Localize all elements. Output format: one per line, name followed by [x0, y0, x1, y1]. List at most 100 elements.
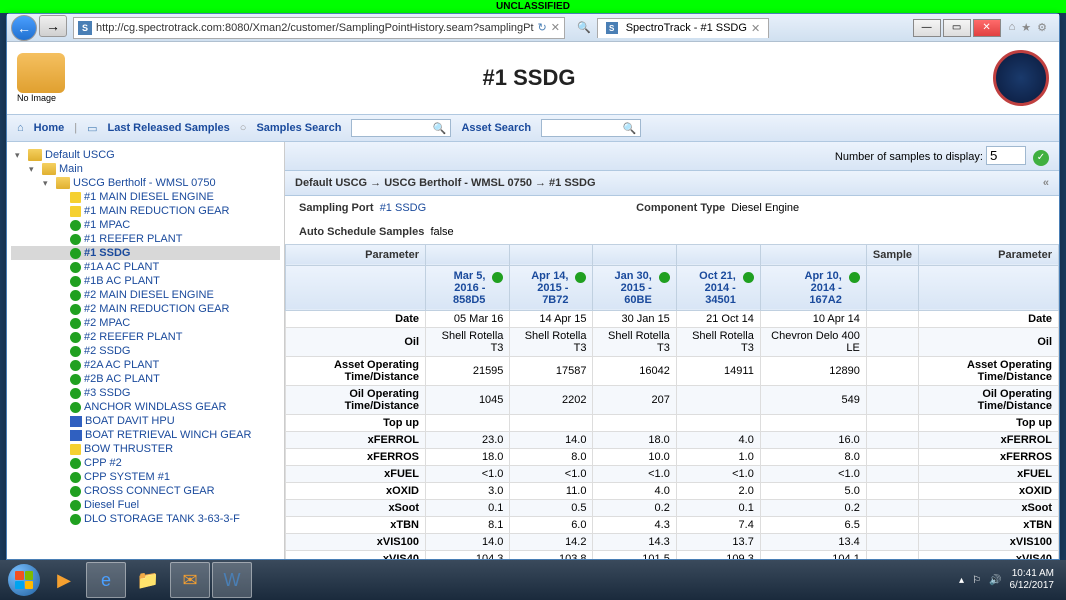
tree-main[interactable]: ▾Main — [11, 162, 280, 176]
td-param: Date — [286, 310, 426, 327]
nav-back-button[interactable]: ← — [11, 15, 37, 41]
tree-item-label: #1 REEFER PLANT — [84, 233, 182, 245]
samples-search-input[interactable]: 🔍 — [351, 119, 451, 137]
last-released-link[interactable]: Last Released Samples — [107, 122, 229, 134]
status-green-icon — [575, 272, 586, 283]
tree-item[interactable]: #3 SSDG — [11, 386, 280, 400]
td-value: 10.0 — [593, 448, 676, 465]
browser-tab[interactable]: S SpectroTrack - #1 SSDG ✕ — [597, 18, 769, 38]
tree-root[interactable]: ▾Default USCG — [11, 148, 280, 162]
th-date-column[interactable]: Apr 14,2015 -7B72 — [510, 265, 593, 310]
favorite-icon[interactable]: ★ — [1021, 21, 1031, 34]
word-icon[interactable]: W — [212, 562, 252, 598]
td-value: 3.0 — [426, 482, 510, 499]
explorer-icon[interactable]: 📁 — [128, 562, 168, 598]
url-bar[interactable]: S http://cg.spectrotrack.com:8080/Xman2/… — [73, 17, 565, 39]
asset-search-link[interactable]: Asset Search — [461, 122, 531, 134]
samples-input[interactable] — [986, 146, 1026, 165]
tree-item[interactable]: #1 MAIN REDUCTION GEAR — [11, 204, 280, 218]
tree-item[interactable]: CROSS CONNECT GEAR — [11, 484, 280, 498]
tree-item[interactable]: ANCHOR WINDLASS GEAR — [11, 400, 280, 414]
home-icon[interactable]: ⌂ — [1009, 21, 1016, 34]
media-player-icon[interactable]: ▶ — [44, 562, 84, 598]
action-center-icon[interactable]: ⚐ — [972, 575, 981, 586]
tree-item[interactable]: Diesel Fuel — [11, 498, 280, 512]
nav-forward-button[interactable]: → — [39, 15, 67, 37]
td-value: 6.0 — [510, 516, 593, 533]
td-param-right: xVIS100 — [919, 533, 1059, 550]
tree-item[interactable]: #2 MAIN REDUCTION GEAR — [11, 302, 280, 316]
tree-item[interactable]: BOAT RETRIEVAL WINCH GEAR — [11, 428, 280, 442]
td-value: 14.0 — [426, 533, 510, 550]
start-button[interactable] — [4, 562, 44, 598]
td-param: xOXID — [286, 482, 426, 499]
volume-icon[interactable]: 🔊 — [989, 575, 1001, 586]
stop-icon[interactable]: ✕ — [551, 21, 560, 34]
td-param: xFUEL — [286, 465, 426, 482]
tree-item[interactable]: #2 SSDG — [11, 344, 280, 358]
td-value: 4.0 — [676, 431, 760, 448]
minimize-button[interactable]: — — [913, 19, 941, 37]
tab-icon: S — [606, 22, 618, 34]
data-table: ParameterSampleParameterMar 5,2016 -858D… — [285, 244, 1059, 560]
tree-item[interactable]: #1 MAIN DIESEL ENGINE — [11, 190, 280, 204]
ie-icon[interactable]: e — [86, 562, 126, 598]
close-button[interactable]: ✕ — [973, 19, 1001, 37]
tree-item[interactable]: CPP #2 — [11, 456, 280, 470]
th-date-column[interactable]: Apr 10,2014 -167A2 — [760, 265, 866, 310]
tree-item[interactable]: CPP SYSTEM #1 — [11, 470, 280, 484]
tree-item-label: #1 MAIN DIESEL ENGINE — [84, 191, 214, 203]
asset-search-input[interactable]: 🔍 — [541, 119, 641, 137]
sampling-port-value: #1 SSDG — [380, 202, 426, 214]
tree-item[interactable]: #2 REEFER PLANT — [11, 330, 280, 344]
tree-item[interactable]: #1 SSDG — [11, 246, 280, 260]
apply-icon[interactable]: ✓ — [1033, 150, 1049, 166]
tree-item[interactable]: #2B AC PLANT — [11, 372, 280, 386]
tray-up-icon[interactable]: ▴ — [959, 575, 964, 586]
status-green-icon — [492, 272, 503, 283]
th-date-column[interactable]: Mar 5,2016 -858D5 — [426, 265, 510, 310]
search-icon[interactable]: 🔍 — [577, 21, 591, 34]
home-link[interactable]: Home — [34, 122, 65, 134]
tree-item-label: #2 SSDG — [84, 345, 130, 357]
tree-item[interactable]: #1A AC PLANT — [11, 260, 280, 274]
tray-clock[interactable]: 10:41 AM 6/12/2017 — [1010, 568, 1055, 592]
tree-item[interactable]: #1 MPAC — [11, 218, 280, 232]
tree-item[interactable]: #1 REEFER PLANT — [11, 232, 280, 246]
status-green-icon — [70, 500, 81, 511]
search-icon[interactable]: 🔍 — [622, 122, 636, 135]
td-value: 14 Apr 15 — [510, 310, 593, 327]
tree-item[interactable]: DLO STORAGE TANK 3-63-3-F — [11, 512, 280, 526]
tree-item[interactable]: BOW THRUSTER — [11, 442, 280, 456]
gear-icon[interactable]: ⚙ — [1037, 21, 1047, 34]
tab-close-icon[interactable]: ✕ — [751, 22, 760, 35]
td-value: 109.3 — [676, 550, 760, 559]
status-yellow-icon — [70, 206, 81, 217]
tree-item[interactable]: #2 MPAC — [11, 316, 280, 330]
search-icon[interactable]: 🔍 — [433, 122, 447, 135]
tree-item-label: #1A AC PLANT — [84, 261, 159, 273]
tree-item[interactable]: #2 MAIN DIESEL ENGINE — [11, 288, 280, 302]
th-date-column[interactable]: Jan 30,2015 -60BE — [593, 265, 676, 310]
td-value — [426, 414, 510, 431]
outlook-icon[interactable]: ✉ — [170, 562, 210, 598]
samples-search-link[interactable]: Samples Search — [256, 122, 341, 134]
tree-item[interactable]: #1B AC PLANT — [11, 274, 280, 288]
td-param: xVIS100 — [286, 533, 426, 550]
status-green-icon — [70, 388, 81, 399]
th-date-column[interactable]: Oct 21,2014 -34501 — [676, 265, 760, 310]
td-param: xFERROS — [286, 448, 426, 465]
td-param-right: xSoot — [919, 499, 1059, 516]
tree-vessel[interactable]: ▾USCG Bertholf - WMSL 0750 — [11, 176, 280, 190]
status-yellow-icon — [70, 192, 81, 203]
td-param-right: Top up — [919, 414, 1059, 431]
td-value: 101.5 — [593, 550, 676, 559]
tree-item[interactable]: BOAT DAVIT HPU — [11, 414, 280, 428]
td-value: 21595 — [426, 356, 510, 385]
collapse-icon[interactable]: « — [1043, 177, 1049, 189]
table-row: Date05 Mar 1614 Apr 1530 Jan 1521 Oct 14… — [286, 310, 1059, 327]
tree-item-label: #1B AC PLANT — [84, 275, 160, 287]
maximize-button[interactable]: ▭ — [943, 19, 971, 37]
tree-item[interactable]: #2A AC PLANT — [11, 358, 280, 372]
refresh-icon[interactable]: ↻ — [538, 21, 547, 34]
